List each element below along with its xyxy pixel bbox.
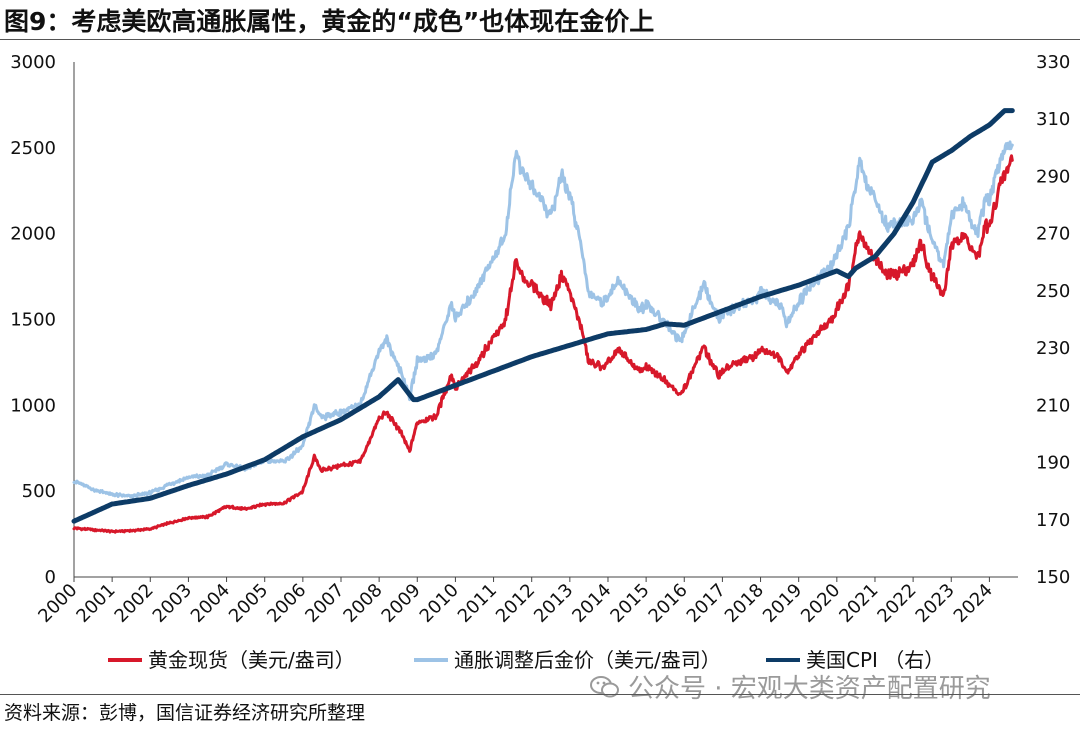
y-right-tick-label: 270 bbox=[1036, 224, 1070, 245]
x-tick-label: 2008 bbox=[339, 580, 386, 627]
source-note: 资料来源：彭博，国信证券经济研究所整理 bbox=[4, 702, 366, 724]
watermark: 公众号 · 宏观大类资产配置研究 bbox=[590, 668, 991, 705]
y-right-tick-label: 250 bbox=[1036, 281, 1070, 302]
y-left-tick-label: 3000 bbox=[10, 52, 56, 73]
series-line-us-cpi bbox=[71, 108, 1015, 524]
wechat-icon bbox=[590, 675, 619, 697]
x-tick-label: 2011 bbox=[454, 580, 501, 627]
watermark-text: 公众号 · 宏观大类资产配置研究 bbox=[628, 674, 991, 704]
x-tick-label: 2016 bbox=[645, 580, 692, 627]
x-tick-label: 2006 bbox=[263, 580, 310, 627]
series-line-gold-inflation-adjusted bbox=[72, 140, 1014, 499]
y-right-tick-label: 190 bbox=[1036, 453, 1070, 474]
x-tick-label: 2005 bbox=[225, 580, 272, 627]
x-tick-label: 2012 bbox=[492, 580, 539, 627]
y-left-tick-label: 2000 bbox=[10, 224, 56, 245]
x-tick-label: 2024 bbox=[950, 580, 997, 627]
x-tick-label: 2021 bbox=[835, 580, 882, 627]
x-tick-label: 2007 bbox=[301, 580, 348, 627]
labels-layer: 0 500 1000 1500 2000 2500 3000 150 170 190 210 230 2… bbox=[10, 52, 1070, 627]
x-tick-label: 2014 bbox=[568, 580, 615, 627]
y-right-tick-label: 310 bbox=[1036, 109, 1070, 130]
y-right-tick-label: 330 bbox=[1036, 52, 1070, 73]
y-right-tick-label: 230 bbox=[1036, 338, 1070, 359]
y-left-tick-label: 1500 bbox=[10, 310, 56, 331]
x-tick-label: 2003 bbox=[149, 580, 196, 627]
axes-layer bbox=[73, 62, 1018, 582]
x-tick-label: 2020 bbox=[797, 580, 844, 627]
figure-title: 图9：考虑美欧高通胀属性，黄金的“成色”也体现在金价上 bbox=[4, 7, 655, 36]
top-rule bbox=[0, 39, 1080, 40]
x-tick-label: 2000 bbox=[34, 580, 81, 627]
y-right-tick-label: 210 bbox=[1036, 395, 1070, 416]
legend-label: 美国CPI （右） bbox=[806, 648, 944, 672]
chart-svg: 0 500 1000 1500 2000 2500 3000 150 170 190 210 230 2… bbox=[10, 52, 1070, 672]
x-tick-label: 2010 bbox=[416, 580, 463, 627]
y-left-tick-label: 2500 bbox=[10, 138, 56, 159]
y-left-tick-label: 1000 bbox=[10, 395, 56, 416]
legend: 黄金现货（美元/盎司） 通胀调整后金价（美元/盎司） 美国CPI （右） bbox=[108, 648, 944, 672]
y-right-tick-label: 150 bbox=[1036, 567, 1070, 588]
y-left-tick-label: 0 bbox=[45, 567, 56, 588]
x-tick-label: 2017 bbox=[683, 580, 730, 627]
y-right-tick-label: 170 bbox=[1036, 510, 1070, 531]
legend-label: 黄金现货（美元/盎司） bbox=[148, 648, 355, 672]
x-tick-label: 2004 bbox=[187, 580, 234, 627]
x-tick-label: 2013 bbox=[530, 580, 577, 627]
series-layer bbox=[71, 108, 1015, 534]
y-left-tick-label: 500 bbox=[22, 481, 56, 502]
x-tick-label: 2015 bbox=[606, 580, 653, 627]
bottom-rule bbox=[0, 694, 1080, 695]
x-tick-label: 2002 bbox=[111, 580, 158, 627]
legend-label: 通胀调整后金价（美元/盎司） bbox=[454, 648, 721, 672]
x-tick-label: 2001 bbox=[72, 580, 119, 627]
x-tick-label: 2019 bbox=[759, 580, 806, 627]
x-tick-label: 2022 bbox=[873, 580, 920, 627]
x-tick-label: 2018 bbox=[721, 580, 768, 627]
x-tick-label: 2009 bbox=[378, 580, 425, 627]
x-tick-label: 2023 bbox=[912, 580, 959, 627]
series-line-gold-spot bbox=[72, 154, 1014, 534]
y-right-tick-label: 290 bbox=[1036, 166, 1070, 187]
